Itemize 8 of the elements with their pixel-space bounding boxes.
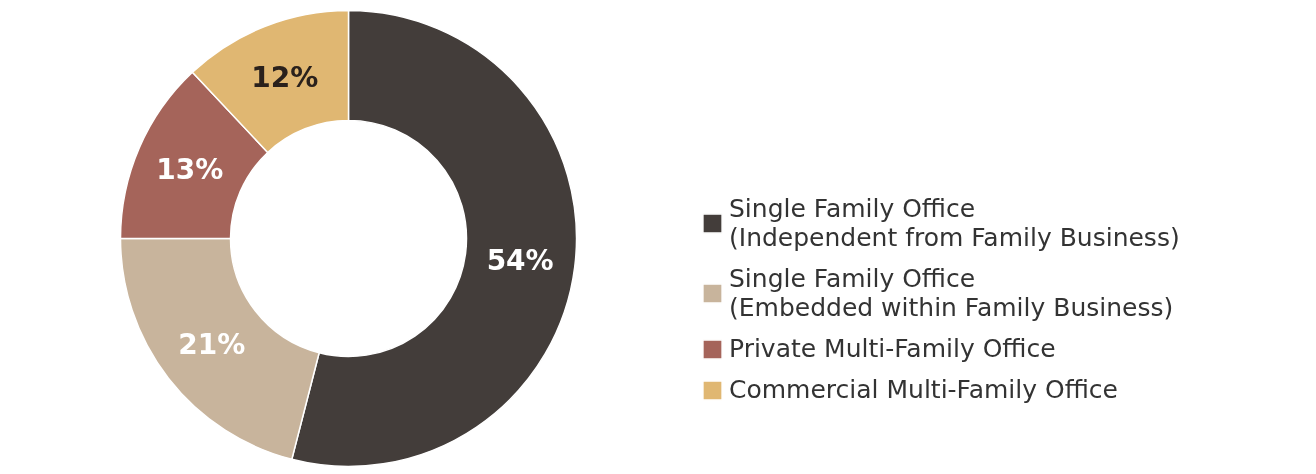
legend-label: Single Family Office (Embedded within Family Business) bbox=[729, 264, 1174, 322]
data-label: 21% bbox=[178, 328, 246, 362]
legend-label: Single Family Office (Independent from Family Business) bbox=[729, 194, 1180, 252]
data-label: 12% bbox=[251, 61, 319, 95]
legend-label: Commercial Multi-Family Office bbox=[729, 375, 1118, 404]
legend-label: Private Multi-Family Office bbox=[729, 334, 1056, 363]
data-label: 13% bbox=[156, 153, 224, 187]
data-label: 54% bbox=[486, 243, 554, 277]
